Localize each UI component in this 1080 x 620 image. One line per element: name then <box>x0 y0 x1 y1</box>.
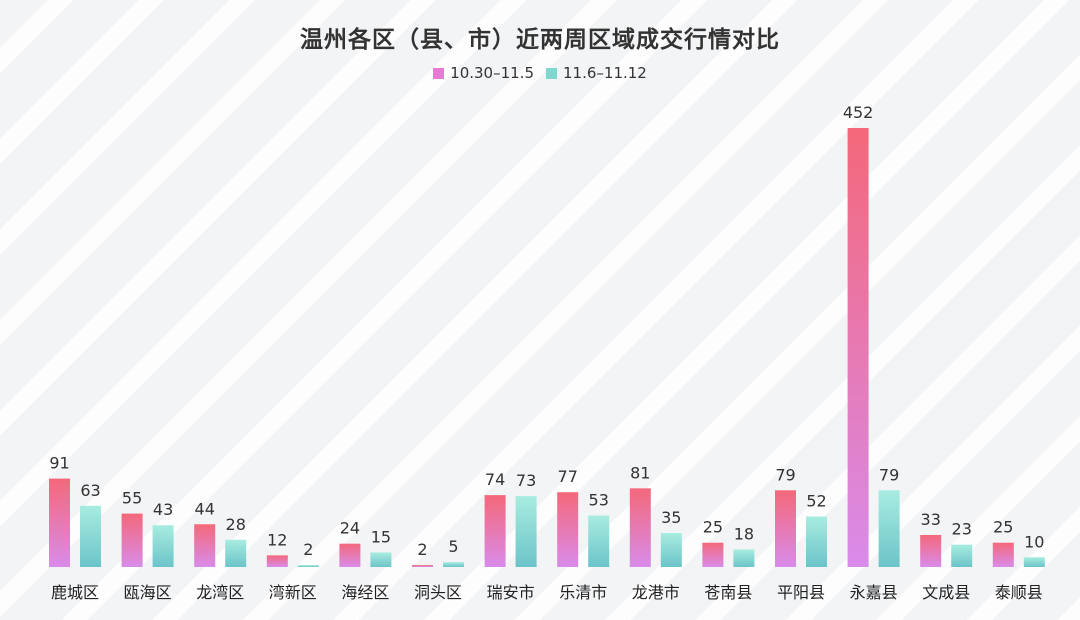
bar-series-2-0 <box>80 505 101 567</box>
bar-series-2-5 <box>443 562 464 567</box>
legend-item-series-2: 11.6–11.12 <box>546 64 647 82</box>
data-label-series-2-6: 73 <box>516 471 536 490</box>
data-label-series-2-8: 35 <box>661 508 681 527</box>
data-label-series-2-9: 18 <box>734 525 754 544</box>
category-label-4: 海经区 <box>341 583 389 602</box>
category-label-7: 乐清市 <box>559 583 607 602</box>
data-label-series-1-13: 25 <box>993 518 1013 537</box>
bar-series-2-1 <box>152 525 174 567</box>
data-label-series-1-5: 2 <box>417 540 427 559</box>
category-label-11: 永嘉县 <box>850 583 898 602</box>
bar-series-1-6 <box>484 495 506 567</box>
bar-series-1-11 <box>847 128 869 567</box>
bar-series-2-3 <box>297 565 319 567</box>
data-label-series-1-4: 24 <box>340 519 360 538</box>
bar-series-1-2 <box>194 524 216 567</box>
bar-series-2-12 <box>951 544 973 567</box>
data-label-series-1-3: 12 <box>267 530 287 549</box>
data-label-series-1-10: 79 <box>775 465 795 484</box>
category-label-1: 瓯海区 <box>124 583 172 602</box>
data-label-series-2-2: 28 <box>226 515 246 534</box>
data-label-series-2-7: 53 <box>589 491 609 510</box>
bar-series-2-7 <box>588 515 610 567</box>
bar-series-1-5 <box>412 565 433 567</box>
data-label-series-2-11: 79 <box>879 465 899 484</box>
data-label-series-1-7: 77 <box>558 467 578 486</box>
bar-series-2-8 <box>660 533 682 567</box>
bar-series-2-4 <box>370 552 392 567</box>
data-label-series-2-3: 2 <box>303 540 313 559</box>
data-label-series-1-0: 91 <box>49 454 69 473</box>
data-label-series-1-6: 74 <box>485 470 505 489</box>
bar-series-1-12 <box>920 534 942 567</box>
bar-series-1-13 <box>992 542 1014 567</box>
bar-series-1-10 <box>775 490 796 567</box>
legend-swatch-series-2 <box>546 67 557 79</box>
bar-series-1-3 <box>266 555 288 567</box>
bar-series-2-9 <box>733 549 755 567</box>
legend-label-series-2: 11.6–11.12 <box>563 64 647 82</box>
data-label-series-2-10: 52 <box>806 491 826 510</box>
bar-series-2-2 <box>225 539 247 567</box>
chart-title: 温州各区（县、市）近两周区域成交行情对比 <box>300 27 780 53</box>
data-label-series-1-12: 33 <box>921 510 941 529</box>
category-label-2: 龙湾区 <box>196 583 244 602</box>
bar-series-2-6 <box>515 496 537 567</box>
chart-legend: 10.30–11.5 11.6–11.12 <box>0 64 1080 82</box>
category-label-8: 龙港市 <box>632 583 680 602</box>
data-label-series-1-8: 81 <box>630 463 650 482</box>
bar-series-2-13 <box>1023 557 1045 567</box>
bar-series-1-0 <box>49 478 70 567</box>
bar-series-1-8 <box>629 488 651 567</box>
category-label-0: 鹿城区 <box>51 583 99 602</box>
data-label-series-1-2: 44 <box>195 499 215 518</box>
bar-series-1-7 <box>557 492 579 567</box>
data-label-series-1-1: 55 <box>122 489 142 508</box>
legend-item-series-1: 10.30–11.5 <box>433 64 534 82</box>
bar-series-1-4 <box>339 543 361 567</box>
category-label-13: 泰顺县 <box>995 583 1043 602</box>
data-label-series-2-12: 23 <box>952 520 972 539</box>
data-label-series-1-9: 25 <box>703 518 723 537</box>
data-label-series-1-11: 452 <box>843 103 874 122</box>
legend-swatch-series-1 <box>433 67 445 79</box>
category-label-9: 苍南县 <box>704 583 752 602</box>
bar-series-1-1 <box>121 513 143 567</box>
bar-series-2-11 <box>878 490 900 567</box>
category-label-10: 平阳县 <box>777 583 825 602</box>
category-label-5: 洞头区 <box>414 583 462 602</box>
data-label-series-2-5: 5 <box>448 537 458 556</box>
bar-series-2-10 <box>806 516 827 567</box>
category-label-6: 瑞安市 <box>487 583 535 602</box>
category-label-12: 文成县 <box>922 583 970 602</box>
data-label-series-2-13: 10 <box>1024 532 1044 551</box>
data-label-series-2-4: 15 <box>371 527 391 546</box>
category-label-3: 湾新区 <box>269 583 317 602</box>
bar-series-1-9 <box>702 542 724 567</box>
data-label-series-2-1: 43 <box>153 500 173 519</box>
legend-label-series-1: 10.30–11.5 <box>450 64 534 82</box>
data-label-series-2-0: 63 <box>80 481 100 500</box>
